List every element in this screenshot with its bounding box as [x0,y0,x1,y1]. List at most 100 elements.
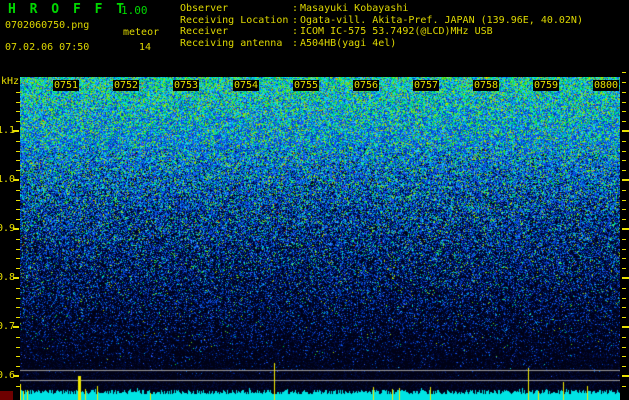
time-label-0754: 0754 [233,80,259,91]
corner-marker [0,391,13,400]
info-row-observer: Observer : Masayuki Kobayashi [180,3,583,15]
spectrogram-canvas [20,77,620,400]
freq-tick-minor-right [622,366,626,367]
freq-tick-minor [16,141,20,142]
info-row-location: Receiving Location : Ogata-vill. Akita-P… [180,15,583,27]
app-title: H R O F F T [8,2,128,17]
freq-tick-minor-right [622,190,626,191]
freq-tick-major-right [622,228,629,230]
info-label: Observer [180,3,229,14]
freq-tick-minor [16,258,20,259]
freq-tick-major [13,179,19,181]
freq-tick-minor-right [622,288,626,289]
freq-tick-minor-right [622,307,626,308]
freq-tick-minor [16,170,20,171]
freq-tick-minor [16,121,20,122]
freq-tick-minor-right [622,82,626,83]
freq-tick-minor-right [622,141,626,142]
time-label-0759: 0759 [533,80,559,91]
freq-tick-minor [16,347,20,348]
freq-label-1.0: 1.0 [0,174,15,185]
freq-tick-minor [16,288,20,289]
time-label-0755: 0755 [293,80,319,91]
info-separator: : [292,14,299,26]
freq-tick-minor [16,111,20,112]
freq-label-0.8: 0.8 [0,272,15,283]
info-value: ICOM IC-575 53.7492(@LCD)MHz USB [300,26,493,37]
freq-tick-minor-right [622,347,626,348]
time-label-0758: 0758 [473,80,499,91]
freq-tick-minor [16,151,20,152]
freq-tick-minor-right [622,239,626,240]
freq-tick-major-right [622,326,629,328]
freq-tick-minor-right [622,160,626,161]
freq-tick-major [13,277,19,279]
freq-tick-major-right [622,130,629,132]
freq-tick-minor-right [622,317,626,318]
datetime-label: 07.02.06 07:50 [5,42,90,53]
freq-tick-minor [16,209,20,210]
info-row-antenna: Receiving antenna : A504HB(yagi 4el) [180,38,583,50]
freq-tick-minor-right [622,72,626,73]
freq-tick-major-right [622,277,629,279]
info-label: Receiving antenna [180,37,283,49]
freq-tick-minor-right [622,170,626,171]
freq-tick-minor [16,386,20,387]
freq-tick-minor-right [622,219,626,220]
freq-tick-major [13,228,19,230]
station-info: Observer : Masayuki Kobayashi Receiving … [180,3,583,49]
freq-tick-minor [16,356,20,357]
freq-tick-minor-right [622,121,626,122]
freq-label-0.7: 0.7 [0,321,15,332]
time-label-0800: 0800 [593,80,619,91]
time-label-0757: 0757 [413,80,439,91]
freq-tick-major-right [622,375,629,377]
freq-tick-minor [16,268,20,269]
freq-tick-minor-right [622,92,626,93]
time-label-0753: 0753 [173,80,199,91]
freq-tick-minor-right [622,356,626,357]
freq-tick-major-right [622,179,629,181]
freq-tick-minor [16,317,20,318]
info-value: Ogata-vill. Akita-Pref. JAPAN (139.96E, … [300,14,583,26]
echo-count: 14 [139,42,152,53]
freq-tick-minor-right [622,258,626,259]
freq-tick-minor-right [622,102,626,103]
output-filename: 0702060750.png [5,20,90,31]
app-version: 1.00 [121,4,148,17]
freq-tick-minor-right [622,249,626,250]
info-label: Receiver [180,26,229,37]
mode-label: meteor [123,27,160,38]
info-label: Receiving Location [180,14,289,26]
freq-tick-minor [16,337,20,338]
freq-tick-major [13,130,19,132]
freq-tick-minor-right [622,200,626,201]
freq-tick-minor [16,249,20,250]
freq-tick-minor [16,190,20,191]
freq-tick-minor [16,200,20,201]
freq-tick-minor-right [622,337,626,338]
freq-tick-minor-right [622,111,626,112]
time-label-0751: 0751 [53,80,79,91]
freq-tick-minor [16,219,20,220]
freq-tick-major [13,375,19,377]
freq-tick-minor-right [622,151,626,152]
info-separator: : [292,3,299,14]
freq-tick-minor-right [622,386,626,387]
freq-tick-minor [16,92,20,93]
info-value: A504HB(yagi 4el) [300,37,397,49]
time-label-0752: 0752 [113,80,139,91]
freq-tick-major [13,326,19,328]
freq-tick-minor-right [622,268,626,269]
info-separator: : [292,37,299,49]
freq-tick-minor-right [622,298,626,299]
freq-label-0.6: 0.6 [0,370,15,381]
freq-tick-minor [16,307,20,308]
info-value: Masayuki Kobayashi [300,3,409,14]
freq-tick-minor-right [622,209,626,210]
freq-tick-minor [16,102,20,103]
freq-tick-minor [16,239,20,240]
freq-tick-minor [16,298,20,299]
freq-label-0.9: 0.9 [0,223,15,234]
